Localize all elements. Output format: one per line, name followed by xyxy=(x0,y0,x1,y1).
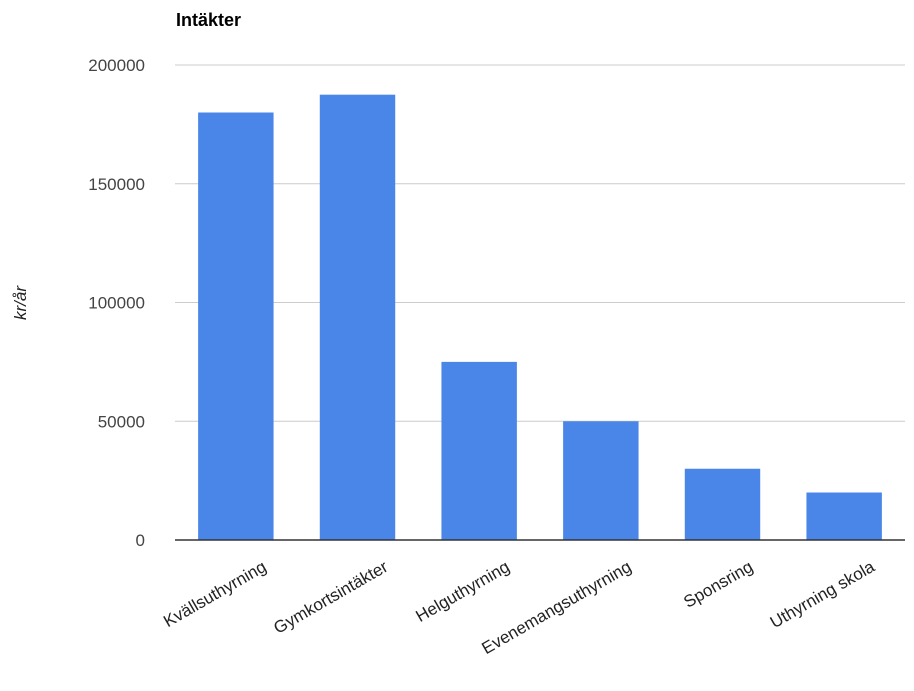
bar-2 xyxy=(441,361,517,540)
y-axis-title: kr/år xyxy=(11,285,30,320)
x-axis-labels: Kvällsuthyrning Gymkortsintäkter Helguthyr… xyxy=(160,557,878,658)
x-category-label: Kvällsuthyrning xyxy=(160,557,269,631)
y-axis-ticks: 0 50000 100000 150000 200000 xyxy=(88,56,145,550)
x-category-label: Gymkortsintäkter xyxy=(270,557,391,638)
bar-4 xyxy=(684,468,761,540)
y-tick-label: 100000 xyxy=(88,294,145,313)
x-category-label: Helguthyrning xyxy=(413,557,513,626)
y-tick-label: 50000 xyxy=(98,412,145,431)
x-category-label: Sponsring xyxy=(680,557,756,612)
bar-3 xyxy=(563,421,639,540)
y-tick-label: 0 xyxy=(136,531,145,550)
chart-title: Intäkter xyxy=(176,10,241,30)
y-tick-label: 150000 xyxy=(88,175,145,194)
bars xyxy=(198,94,882,540)
bar-0 xyxy=(198,112,274,540)
gridlines xyxy=(175,64,905,422)
y-tick-label: 200000 xyxy=(88,56,145,75)
x-category-label: Uthyrning skola xyxy=(767,557,878,632)
bar-5 xyxy=(806,492,882,540)
bar-1 xyxy=(319,94,396,540)
